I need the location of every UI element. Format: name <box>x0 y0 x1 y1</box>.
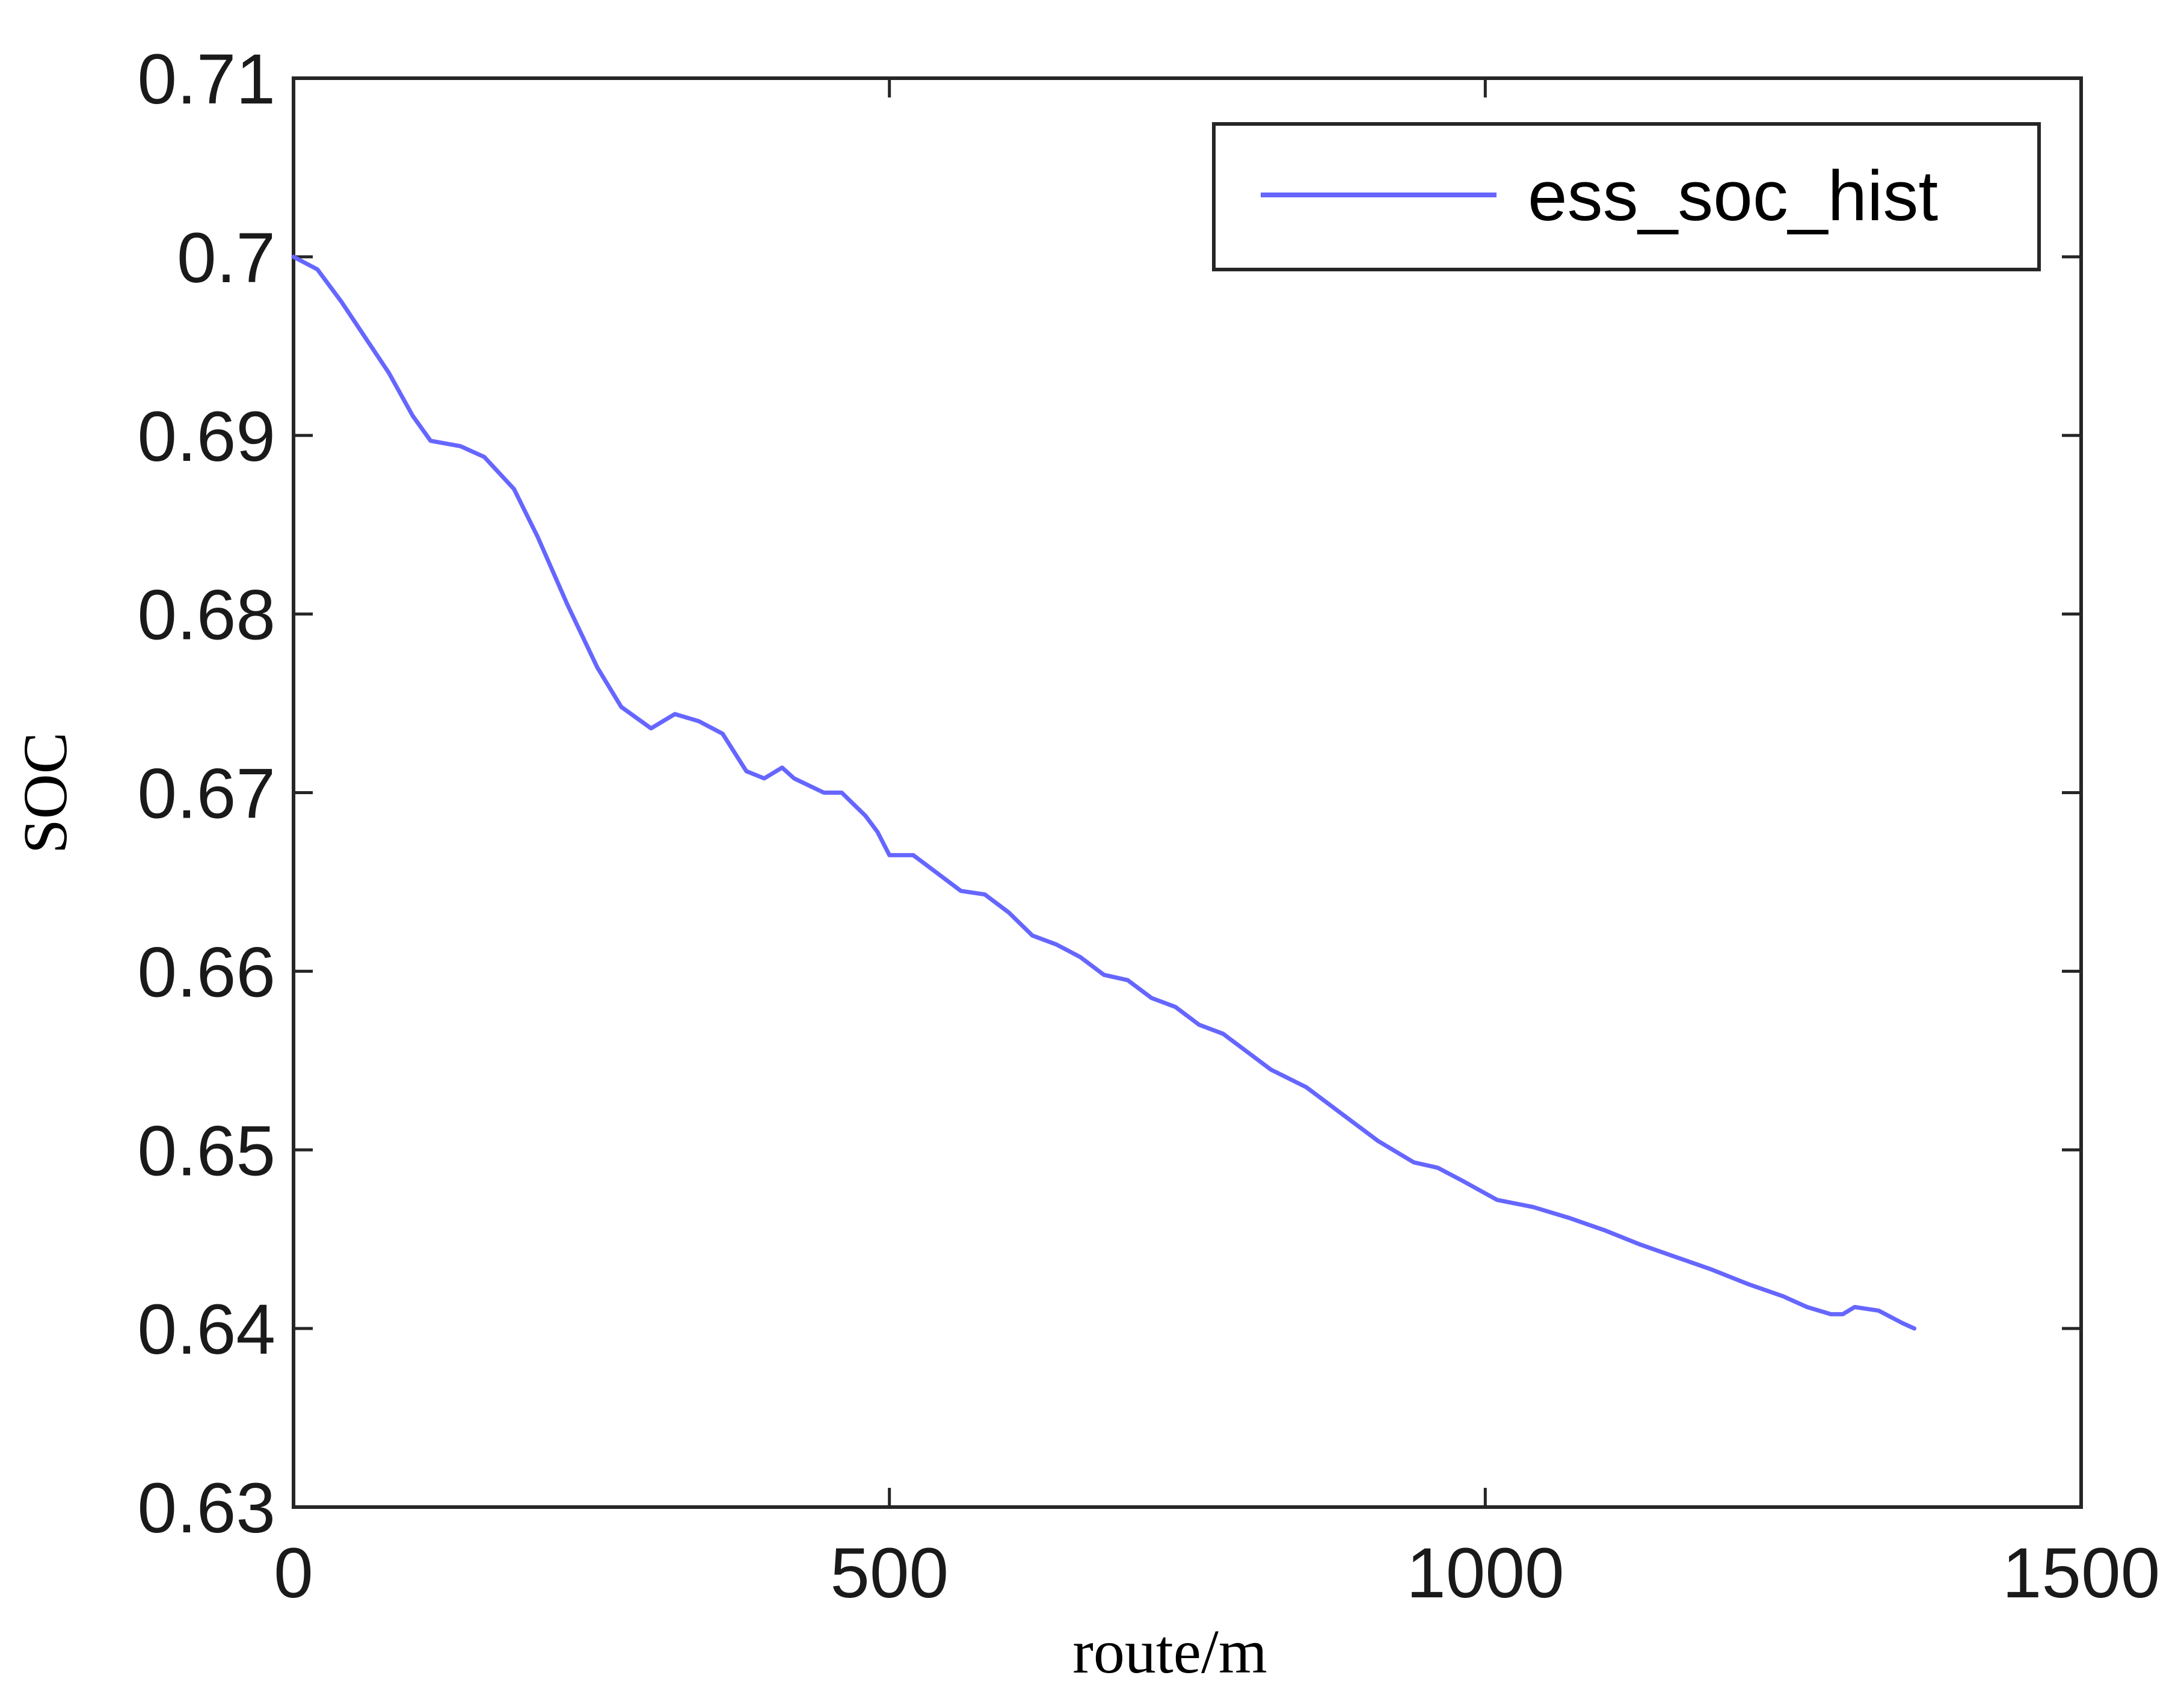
x-axis-ticks: 0 500 1000 1500 <box>274 78 2160 1613</box>
series-layer <box>291 254 1917 1331</box>
plot-area <box>292 76 2083 1509</box>
y-tick-label: 0.7 <box>177 218 275 298</box>
legend-label-ess-soc-hist: ess_soc_hist <box>1528 156 1938 236</box>
y-tick-label: 0.67 <box>137 754 275 834</box>
series-line-ess-soc-hist <box>291 254 1917 1331</box>
y-tick-label: 0.68 <box>137 576 275 655</box>
y-tick-label: 0.66 <box>137 933 275 1012</box>
y-tick-label: 0.63 <box>137 1469 275 1548</box>
y-axis-title: SOC <box>11 732 80 854</box>
x-tick-label: 1500 <box>2002 1534 2161 1613</box>
x-tick-label: 1000 <box>1406 1534 1564 1613</box>
y-tick-label: 0.65 <box>137 1111 275 1191</box>
y-axis-ticks: 0.63 0.64 0.65 0.66 0.67 0.68 0.69 0.7 0.71 <box>137 40 2081 1548</box>
y-tick-label: 0.71 <box>137 40 275 119</box>
x-tick-label: 500 <box>830 1534 949 1613</box>
x-axis-title: route/m <box>1072 1617 1267 1686</box>
y-tick-label: 0.69 <box>137 397 275 476</box>
legend: ess_soc_hist <box>1212 122 2041 271</box>
y-tick-label: 0.64 <box>137 1290 275 1369</box>
x-tick-label: 0 <box>274 1534 313 1613</box>
